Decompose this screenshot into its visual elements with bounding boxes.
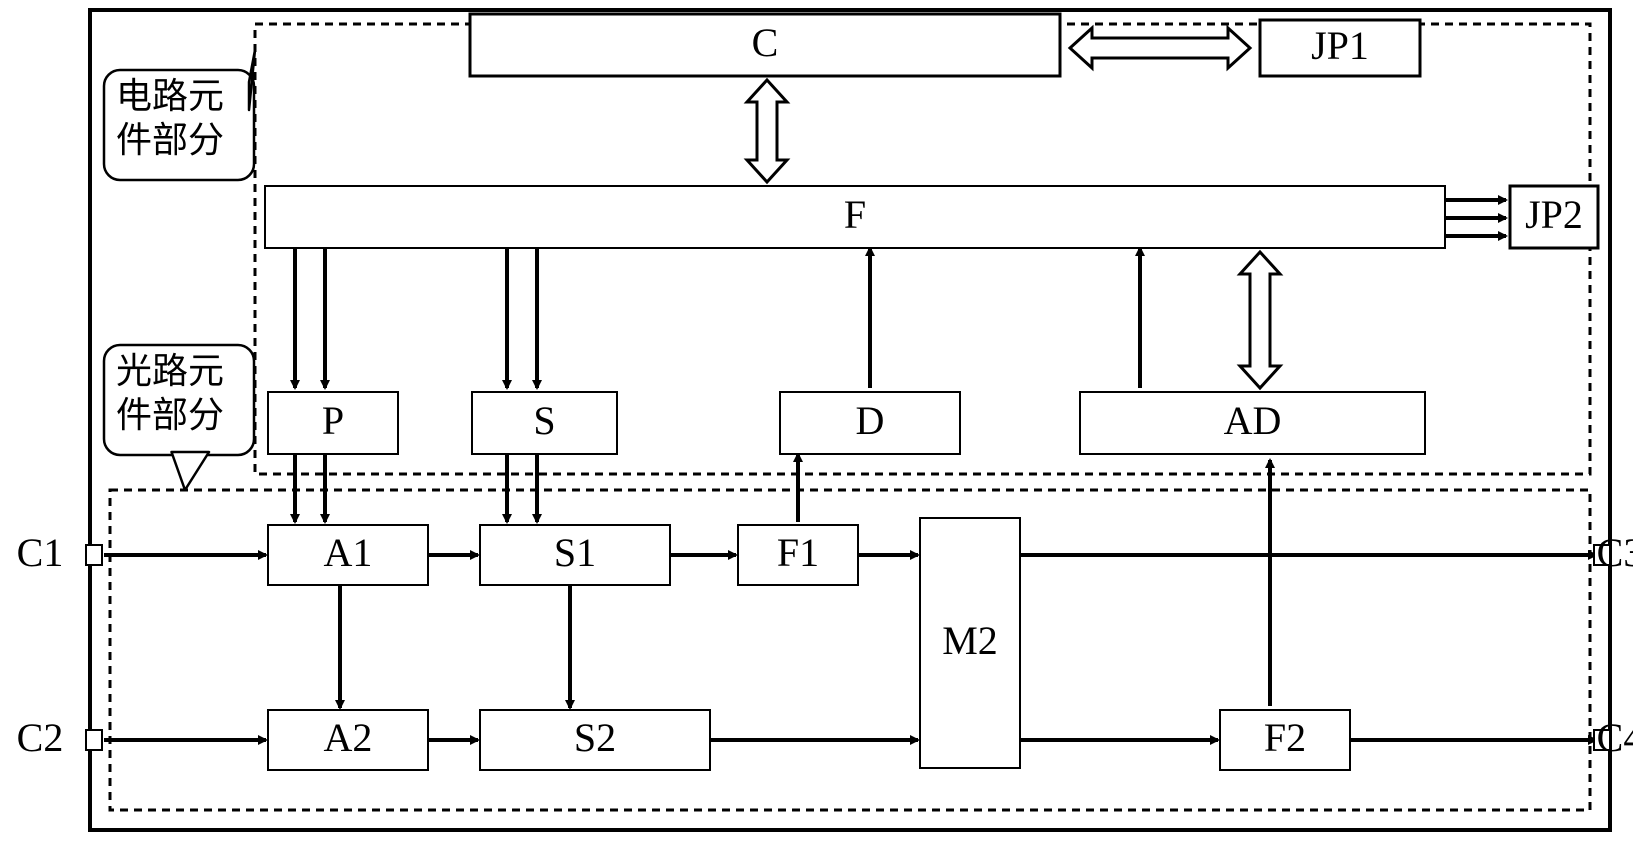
- block-label-P: P: [322, 398, 344, 443]
- block-label-JP2: JP2: [1525, 192, 1583, 237]
- block-label-S: S: [533, 398, 555, 443]
- block-label-D: D: [856, 398, 885, 443]
- block-label-S2: S2: [574, 715, 616, 760]
- block-label-A2: A2: [324, 715, 373, 760]
- callout-text-upper-0: 电路元: [116, 76, 224, 116]
- callout-text-upper-1: 件部分: [116, 120, 224, 160]
- block-label-A1: A1: [324, 530, 373, 575]
- block-label-AD: AD: [1224, 398, 1282, 443]
- block-label-C: C: [752, 20, 779, 65]
- block-label-F: F: [844, 192, 866, 237]
- port-label-C3: C3: [1597, 530, 1633, 575]
- callout-text-lower-0: 光路元: [116, 351, 224, 391]
- block-label-S1: S1: [554, 530, 596, 575]
- block-label-F2: F2: [1264, 715, 1306, 760]
- block-label-JP1: JP1: [1311, 23, 1369, 68]
- port-label-C2: C2: [17, 715, 64, 760]
- block-label-F1: F1: [777, 530, 819, 575]
- callout-text-lower-1: 件部分: [116, 395, 224, 435]
- block-label-M2: M2: [942, 618, 998, 663]
- port-C2: [86, 730, 102, 750]
- port-label-C4: C4: [1597, 715, 1633, 760]
- port-label-C1: C1: [17, 530, 64, 575]
- port-C1: [86, 545, 102, 565]
